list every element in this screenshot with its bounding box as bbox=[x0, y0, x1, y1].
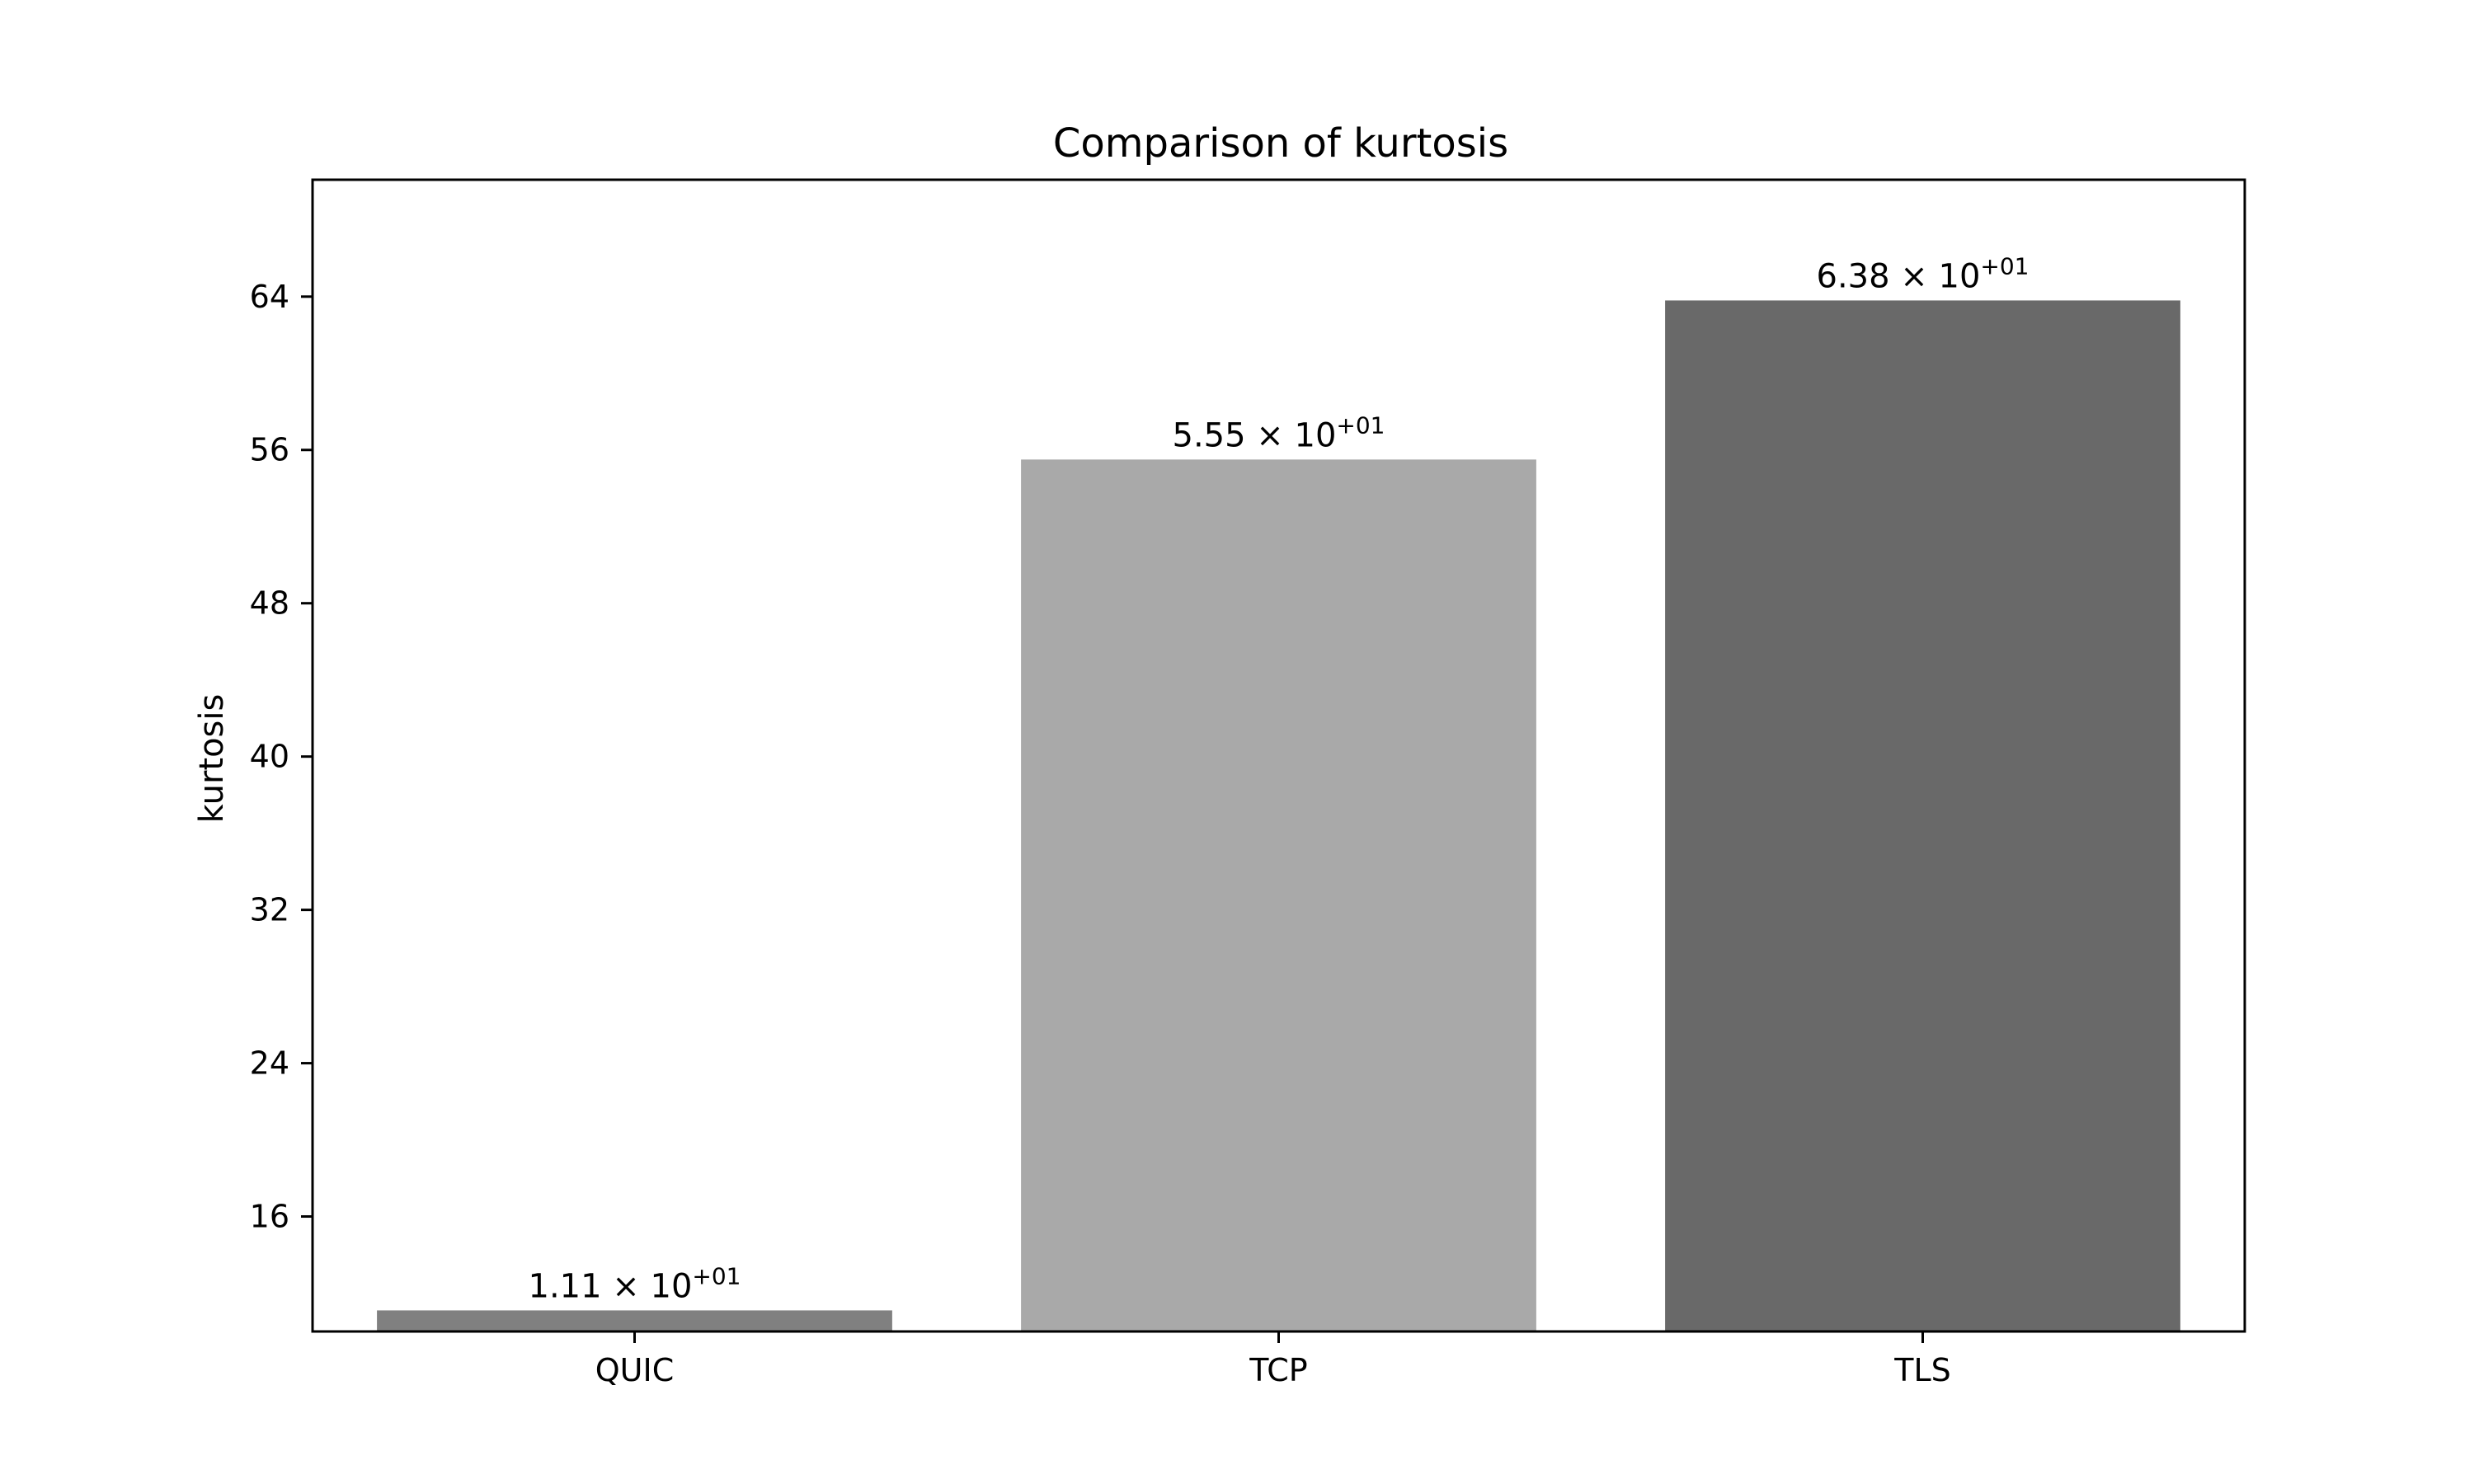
x-tick-label-tcp: TCP bbox=[1249, 1352, 1307, 1388]
y-tick-label-24: 24 bbox=[250, 1045, 289, 1082]
y-tick-label-16: 16 bbox=[250, 1199, 289, 1235]
chart-title: Comparison of kurtosis bbox=[1053, 120, 1508, 167]
y-tick-label-40: 40 bbox=[250, 739, 289, 775]
y-tick-label-56: 56 bbox=[250, 432, 289, 468]
x-tick-label-quic: QUIC bbox=[595, 1352, 674, 1388]
value-label-tcp: 5.55 × 10+01 bbox=[1173, 411, 1385, 454]
bar-quic bbox=[377, 1310, 892, 1331]
y-axis: 16 24 32 40 48 56 64 bbox=[250, 279, 313, 1235]
bar-tls bbox=[1665, 300, 2180, 1331]
x-axis: QUIC TCP TLS bbox=[595, 1331, 1951, 1388]
y-tick-label-48: 48 bbox=[250, 585, 289, 622]
value-labels-layer: 1.11 × 10+01 5.55 × 10+01 6.38 × 10+01 bbox=[529, 252, 2030, 1305]
plot-frame bbox=[311, 178, 2246, 1333]
value-label-tls: 6.38 × 10+01 bbox=[1817, 252, 2030, 295]
y-tick-label-64: 64 bbox=[250, 279, 289, 315]
y-tick-label-32: 32 bbox=[250, 892, 289, 928]
bars-layer bbox=[377, 300, 2180, 1331]
bar-tcp bbox=[1021, 459, 1536, 1331]
y-axis-title: kurtosis bbox=[193, 694, 231, 824]
x-tick-label-tls: TLS bbox=[1893, 1352, 1951, 1388]
value-label-quic: 1.11 × 10+01 bbox=[529, 1262, 741, 1305]
